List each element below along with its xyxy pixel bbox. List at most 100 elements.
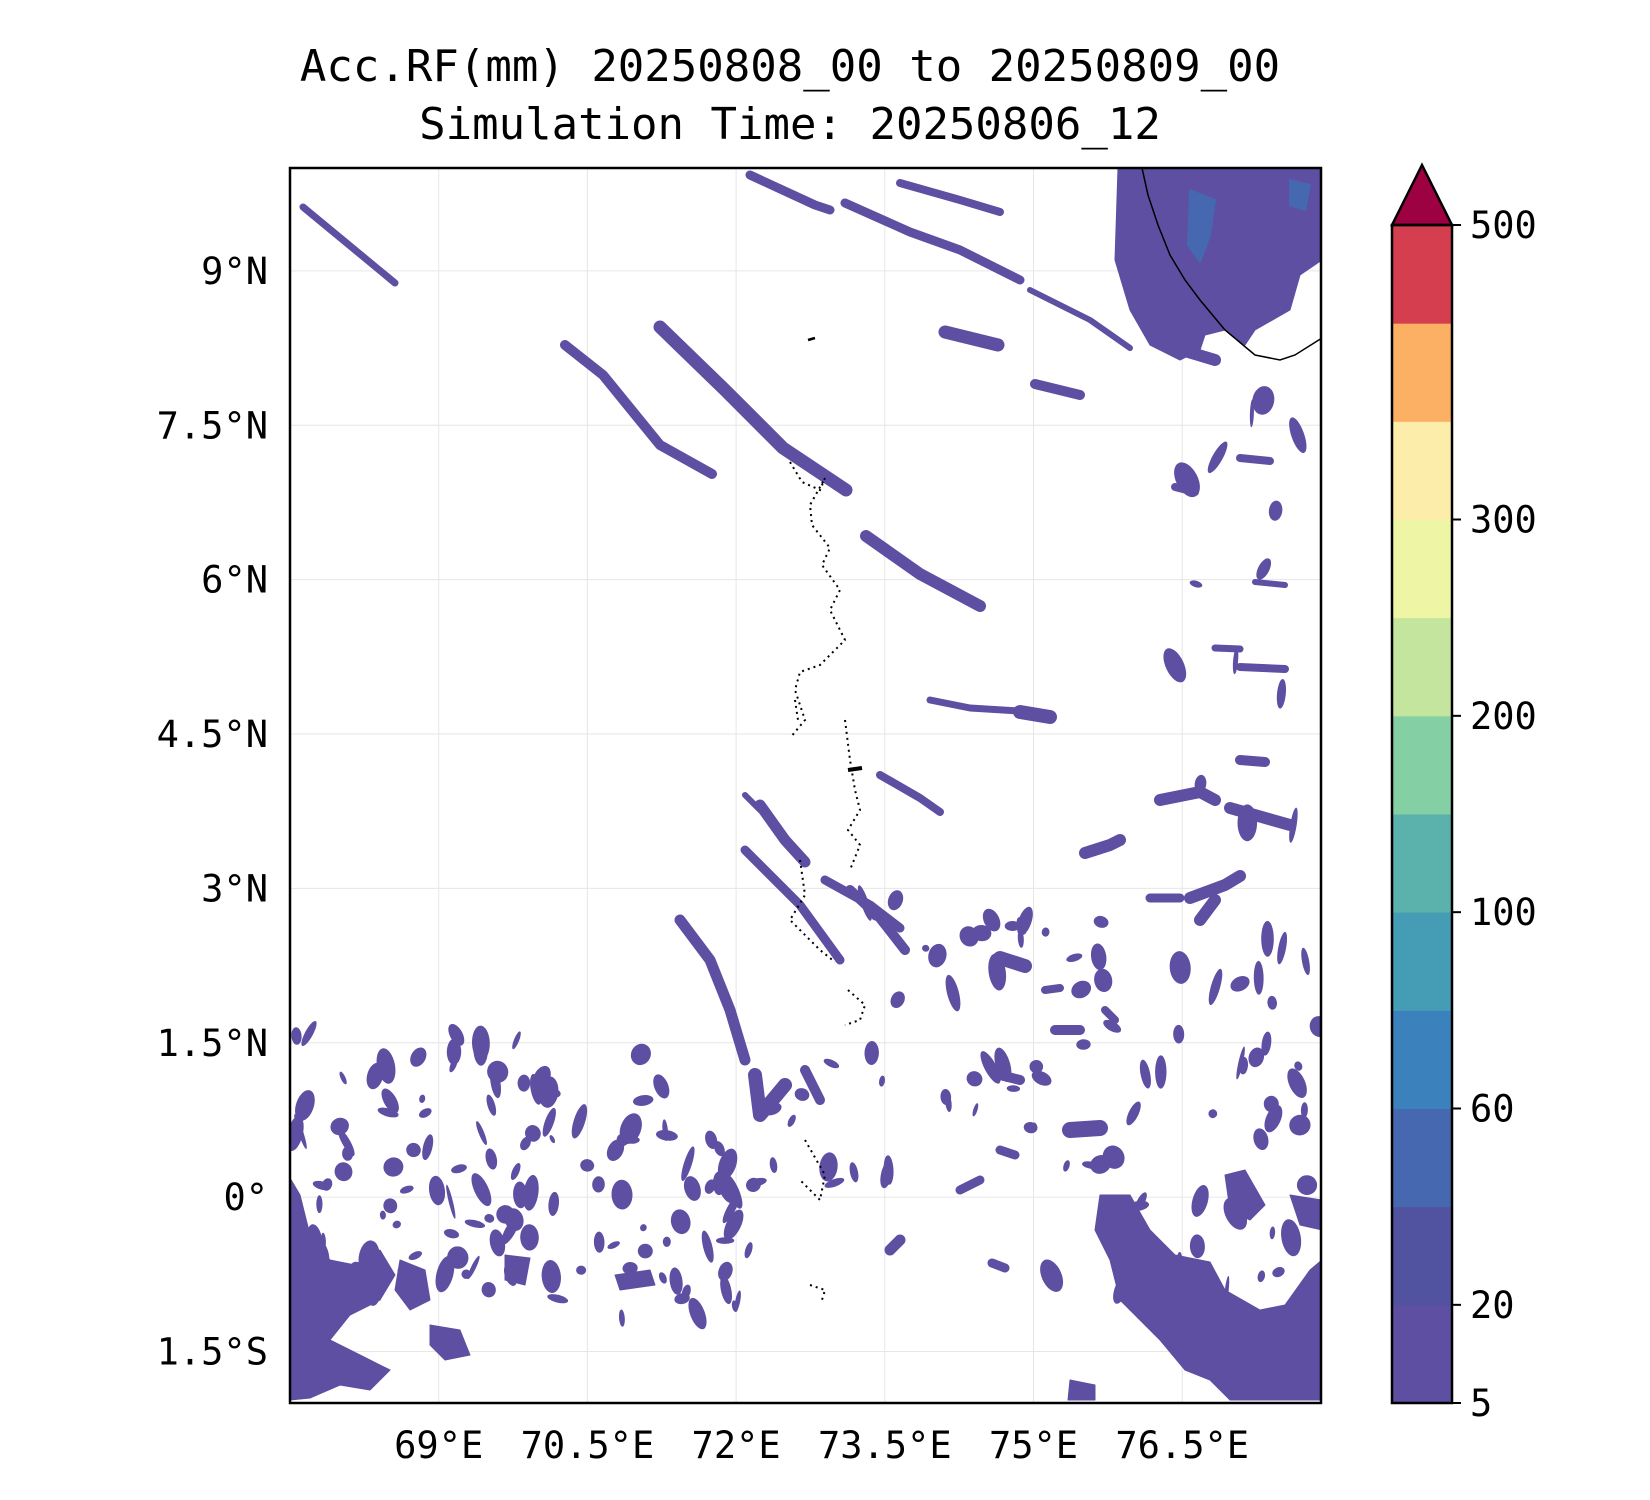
rain-region: [1289, 1194, 1321, 1231]
rain-cell: [787, 1114, 796, 1127]
rain-cell: [1194, 774, 1207, 793]
rain-cell: [1289, 1114, 1311, 1136]
lat-tick-label: 4.5°N: [157, 713, 268, 756]
rain-cell: [618, 1309, 625, 1327]
rain-band: [1236, 663, 1289, 673]
rain-cell: [762, 1102, 782, 1116]
colorbar-segment: [1392, 519, 1452, 619]
coastline: [807, 168, 1321, 361]
rain-cell: [312, 1180, 331, 1191]
rain-band: [1027, 287, 1133, 351]
rain-cell: [1223, 1197, 1248, 1230]
rain-cell: [1090, 943, 1107, 971]
rain-cell: [1139, 1059, 1151, 1089]
rain-cell: [294, 1114, 307, 1150]
rain-cell: [1171, 1272, 1194, 1285]
rain-cell: [662, 1236, 671, 1248]
rain-band: [299, 203, 399, 287]
colorbar-segment: [1392, 1206, 1452, 1306]
rain-band: [884, 1234, 906, 1256]
rain-cell: [701, 1230, 714, 1263]
rain-cell: [922, 944, 930, 952]
rain-cell: [329, 1269, 337, 1278]
colorbar-segment: [1392, 814, 1452, 913]
colorbar-tick-label: 200: [1470, 695, 1537, 738]
rain-cell: [683, 1176, 701, 1201]
rain-cell: [1289, 417, 1307, 454]
colorbar-tick-label: 500: [1470, 204, 1537, 247]
rain-cell: [653, 1074, 670, 1099]
rain-cell: [549, 1135, 556, 1144]
rain-band: [800, 1065, 825, 1105]
rain-cell: [1294, 1061, 1303, 1071]
rain-band: [1030, 379, 1085, 400]
rain-band: [1184, 870, 1246, 904]
rain-cell: [517, 1074, 531, 1092]
rain-cell: [1261, 920, 1274, 957]
rain-cell: [1095, 1157, 1102, 1171]
rain-cell: [1269, 1226, 1276, 1240]
rain-cell: [640, 1224, 647, 1232]
rain-cell: [1232, 647, 1239, 675]
rain-cell: [1155, 1055, 1167, 1089]
colorbar: 5 20 60 100 200 300 500: [1389, 162, 1537, 1425]
rain-cell: [972, 1103, 979, 1117]
rain-cell: [1257, 1270, 1266, 1283]
colorbar-segment: [1392, 323, 1452, 422]
rain-cell: [1017, 929, 1024, 948]
rain-cell: [503, 1264, 518, 1286]
rain-cell: [376, 1048, 396, 1084]
rain-cell: [520, 1136, 531, 1151]
rain-cell: [406, 1272, 423, 1291]
rain-band: [1194, 894, 1221, 926]
rain-cell: [611, 1179, 633, 1210]
rain-cell: [576, 1265, 587, 1275]
longitude-axis: 69°E 70.5°E 72°E 73.5°E 75°E 76.5°E: [394, 1424, 1249, 1467]
rain-band: [1101, 1006, 1119, 1024]
colorbar-frame: [1390, 223, 1454, 1405]
rain-cell: [1208, 968, 1223, 1006]
lat-tick-label: 1.5°N: [157, 1022, 268, 1065]
rain-cell: [316, 1195, 323, 1214]
rain-band: [1041, 984, 1064, 994]
rain-cell: [486, 1094, 497, 1116]
rain-cell: [819, 1152, 838, 1182]
rain-cell: [339, 1071, 347, 1085]
rain-cell: [928, 943, 947, 968]
rain-band: [560, 340, 717, 479]
lon-tick-label: 70.5°E: [521, 1424, 655, 1467]
rain-cell: [1041, 927, 1050, 937]
rain-band: [745, 170, 835, 215]
rain-cell: [870, 908, 882, 921]
rain-cell: [971, 924, 992, 942]
rain-cell: [580, 1159, 595, 1172]
rain-cell: [422, 1134, 434, 1161]
rain-cell: [510, 1162, 521, 1181]
title-line-2: Simulation Time: 20250806_12: [419, 99, 1161, 150]
rain-cell: [419, 1094, 426, 1103]
rain-band: [995, 1145, 1020, 1160]
rain-cell: [744, 1242, 753, 1259]
rain-cell: [446, 1038, 462, 1065]
rain-band: [754, 799, 811, 868]
rain-cell: [824, 1177, 845, 1188]
rain-cell: [630, 1043, 651, 1066]
colorbar-tick-label: 60: [1470, 1088, 1515, 1131]
rain-cell: [448, 1023, 465, 1046]
rain-band: [1062, 1120, 1108, 1138]
rain-cell: [1093, 915, 1109, 928]
rain-cell: [1173, 1024, 1185, 1044]
rain-cell: [1276, 678, 1287, 709]
rain-cell: [311, 1274, 322, 1290]
rain-cell: [823, 1058, 840, 1069]
rain-cell: [485, 1148, 498, 1170]
rain-band: [1235, 755, 1270, 767]
rain-cell: [1277, 931, 1288, 965]
rain-cell: [1071, 980, 1092, 999]
rain-cell: [1267, 995, 1278, 1010]
rain-cell: [1113, 1276, 1129, 1304]
rain-cell: [1163, 648, 1187, 683]
rain-cell: [481, 1282, 496, 1298]
rain-cell: [451, 1164, 467, 1174]
